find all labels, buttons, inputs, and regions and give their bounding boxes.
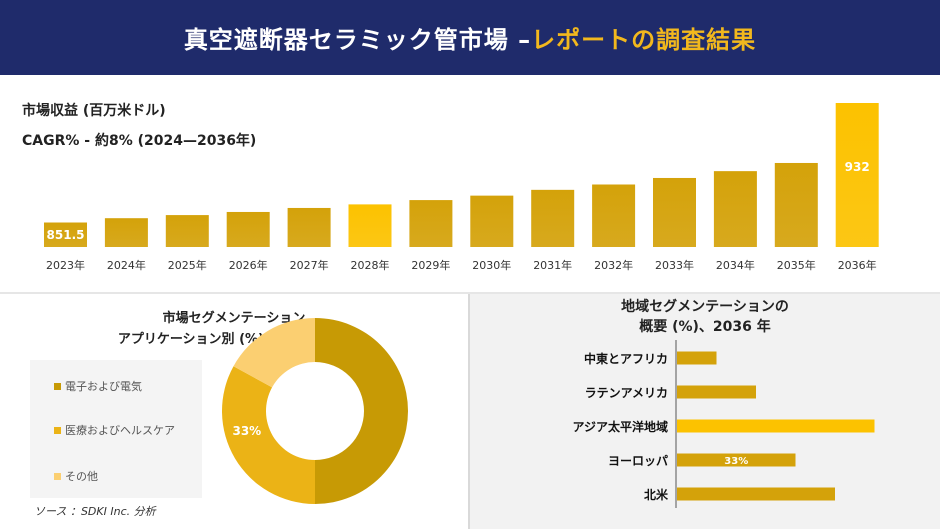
revenue-bar-2035年 <box>774 162 818 247</box>
revenue-bar-2027年 <box>287 207 331 247</box>
region-data-label: 33% <box>724 456 748 467</box>
revenue-bar-2028年 <box>348 204 392 247</box>
legend-item-other: その他 <box>54 468 98 484</box>
region-bar-3 <box>677 419 875 433</box>
section-divider <box>0 292 940 294</box>
panel-divider <box>468 294 470 529</box>
region-bar-5 <box>677 487 835 501</box>
revenue-bar-2033年 <box>653 177 696 247</box>
revenue-bar-2036年 <box>835 103 879 247</box>
year-tick-label: 2034年 <box>716 258 755 272</box>
region-category-label: 北米 <box>644 487 669 502</box>
revenue-bar-2026年 <box>226 211 270 247</box>
donut-slice-3 <box>233 318 315 388</box>
year-tick-label: 2028年 <box>351 258 390 272</box>
revenue-bar-2024年 <box>104 218 148 247</box>
year-tick-label: 2026年 <box>229 258 268 272</box>
year-tick-label: 2025年 <box>168 258 207 272</box>
region-title-line2: 概要 (%)、2036 年 <box>639 319 771 335</box>
application-donut-chart: 33% <box>222 318 408 504</box>
revenue-bar-2031年 <box>531 189 575 247</box>
year-tick-label: 2032年 <box>594 258 633 272</box>
revenue-bar-2029年 <box>409 200 453 247</box>
bar-data-label: 932 <box>845 160 870 174</box>
cagr-label: CAGR% - 約8% (2024—2036年) <box>22 133 257 149</box>
legend-swatch-medical <box>54 426 61 434</box>
report-header: 真空遮断器セラミック管市場 –レポートの調査結果 <box>0 0 940 75</box>
region-category-label: ヨーロッパ <box>608 454 668 468</box>
year-tick-label: 2023年 <box>46 258 85 272</box>
revenue-bar-2034年 <box>713 171 757 247</box>
legend-swatch-electronics <box>54 382 61 390</box>
revenue-bar-2023年 <box>44 222 87 247</box>
revenue-bar-chart: 2023年 2024年 2025年 2026年 2027年 2028年 2029年 2030年… <box>44 103 879 272</box>
region-category-label: 中東とアフリカ <box>584 351 668 366</box>
region-category-label: アジア太平洋地域 <box>572 419 668 434</box>
legend-label-medical: 医療およびヘルスケア <box>65 424 175 437</box>
region-bar-4 <box>677 453 796 467</box>
region-bar-2 <box>677 385 756 399</box>
legend-label-other: その他 <box>65 470 98 483</box>
region-title-line1: 地域セグメンテーションの <box>621 299 789 315</box>
donut-data-label: 33% <box>232 424 261 438</box>
bar-data-label: 851.5 <box>47 228 85 242</box>
revenue-bar-2032年 <box>592 184 636 247</box>
year-tick-label: 2036年 <box>838 258 877 272</box>
year-tick-label: 2029年 <box>411 258 450 272</box>
page-title: 真空遮断器セラミック管市場 –レポートの調査結果 <box>184 20 756 55</box>
year-tick-label: 2024年 <box>107 258 146 272</box>
donut-slice-1 <box>315 318 408 504</box>
region-category-label: ラテンアメリカ <box>585 386 668 400</box>
legend-swatch-other <box>54 472 61 480</box>
donut-slice-2 <box>222 366 315 504</box>
year-tick-label: 2033年 <box>655 258 694 272</box>
application-segment-title-line1: 市場セグメンテーション <box>162 311 306 326</box>
title-main: 真空遮断器セラミック管市場 – <box>183 26 532 54</box>
region-segment-title: 地域セグメンテーションの 概要 (%)、2036 年 <box>470 297 940 337</box>
legend-label-electronics: 電子および電気 <box>65 380 142 393</box>
revenue-bar-2030年 <box>470 195 514 247</box>
title-accent: レポートの調査結果 <box>531 26 757 54</box>
year-tick-label: 2030年 <box>472 258 511 272</box>
source-note: ソース ：SDKI Inc. 分析 <box>34 505 156 518</box>
legend-item-electronics: 電子および電気 <box>54 378 142 394</box>
donut-legend: 電子および電気 医療およびヘルスケア その他 <box>30 360 202 498</box>
metric-label: 市場収益 (百万米ドル) <box>22 103 166 119</box>
revenue-bar-2025年 <box>165 215 209 247</box>
legend-item-medical: 医療およびヘルスケア <box>54 422 175 438</box>
year-tick-label: 2035年 <box>777 258 816 272</box>
year-tick-label: 2027年 <box>290 258 329 272</box>
year-tick-label: 2031年 <box>533 258 572 272</box>
region-bar-1 <box>677 351 717 365</box>
